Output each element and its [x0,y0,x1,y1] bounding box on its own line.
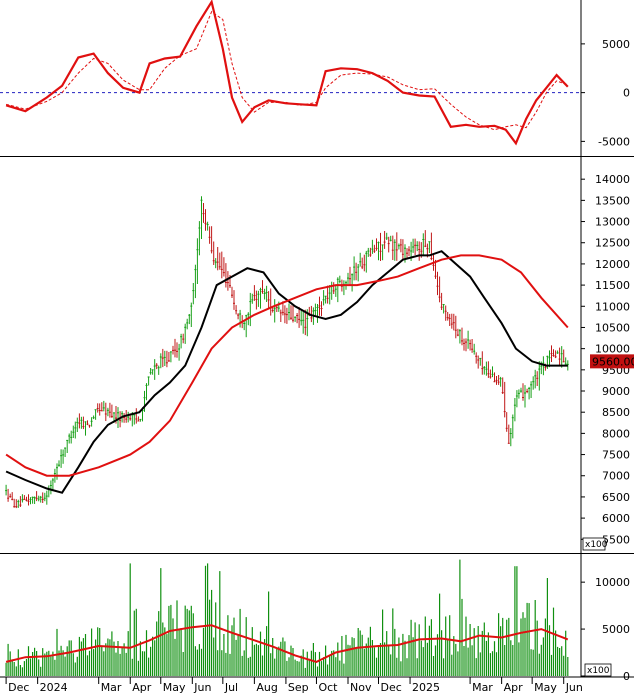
price-tick-label: 12000 [595,258,630,271]
volume-tick-label: 10000 [595,576,630,589]
time-tick-label: May [534,681,557,693]
time-tick-label: 2024 [40,681,68,693]
price-tick-label: 7500 [602,449,630,462]
price-tick-label: 12500 [595,237,630,250]
price-tick-label: 11000 [595,300,630,313]
time-tick-label: Nov [350,681,372,693]
time-tick-label: Aug [256,681,277,693]
price-panel: 5500600065007000750080008500900095001000… [5,173,634,551]
price-tick-label: 10500 [595,321,630,334]
price-tick-label: 7000 [602,470,630,483]
macd-series-signal [5,10,568,131]
time-tick-label: Oct [318,681,338,693]
panel-frames [0,0,634,678]
time-tick-label: Jun [193,681,211,693]
time-tick-label: Dec [8,681,29,693]
time-tick-label: May [163,681,186,693]
time-tick-label: Jul [224,681,238,693]
time-axis: Dec 2024 Mar Apr May Jun Jul Aug Sep Oct Nov Dec 202… [5,677,583,693]
price-tick-label: 13500 [595,194,630,207]
price-unit-box [582,537,606,551]
macd-series-macd [5,0,569,146]
price-tick-label: 8000 [602,427,630,440]
price-tick-label: 9000 [602,385,630,398]
price-tick-label: 6000 [602,512,630,525]
macd-tick-label: -5000 [598,135,630,148]
current-price-label: 9560.00 [592,355,634,368]
price-tick-label: 14000 [595,173,630,186]
current-price-box [590,354,634,369]
time-tick-label: Mar [472,681,493,693]
price-tick-label: 13000 [595,216,630,229]
price-tick-label: 11500 [595,279,630,292]
price-tick-label: 5500 [602,533,630,546]
price-tick-label: 8500 [602,406,630,419]
time-tick-label: Apr [132,681,152,693]
time-tick-label: 2025 [412,681,440,693]
time-tick-label: Dec [381,681,402,693]
price-unit-label: x100 [585,540,608,550]
macd-tick-label: 5000 [602,38,630,51]
price-tick-label: 6500 [602,491,630,504]
time-tick-label: Jun [565,681,583,693]
price-series-ma_long [5,254,569,477]
macd-tick-label: 0 [623,87,630,100]
volume-ma-line [5,624,569,663]
price-series-ma_short [5,250,568,494]
price-tick-label: 10000 [595,343,630,356]
volume-tick-label: 5000 [602,623,630,636]
time-tick-label: Apr [504,681,524,693]
volume-unit-label: x100 [587,666,610,676]
macd-panel: -5000 0 5000 [0,0,630,148]
volume-unit-box [584,663,612,677]
time-tick-label: Sep [288,681,309,693]
time-tick-label: Mar [101,681,122,693]
